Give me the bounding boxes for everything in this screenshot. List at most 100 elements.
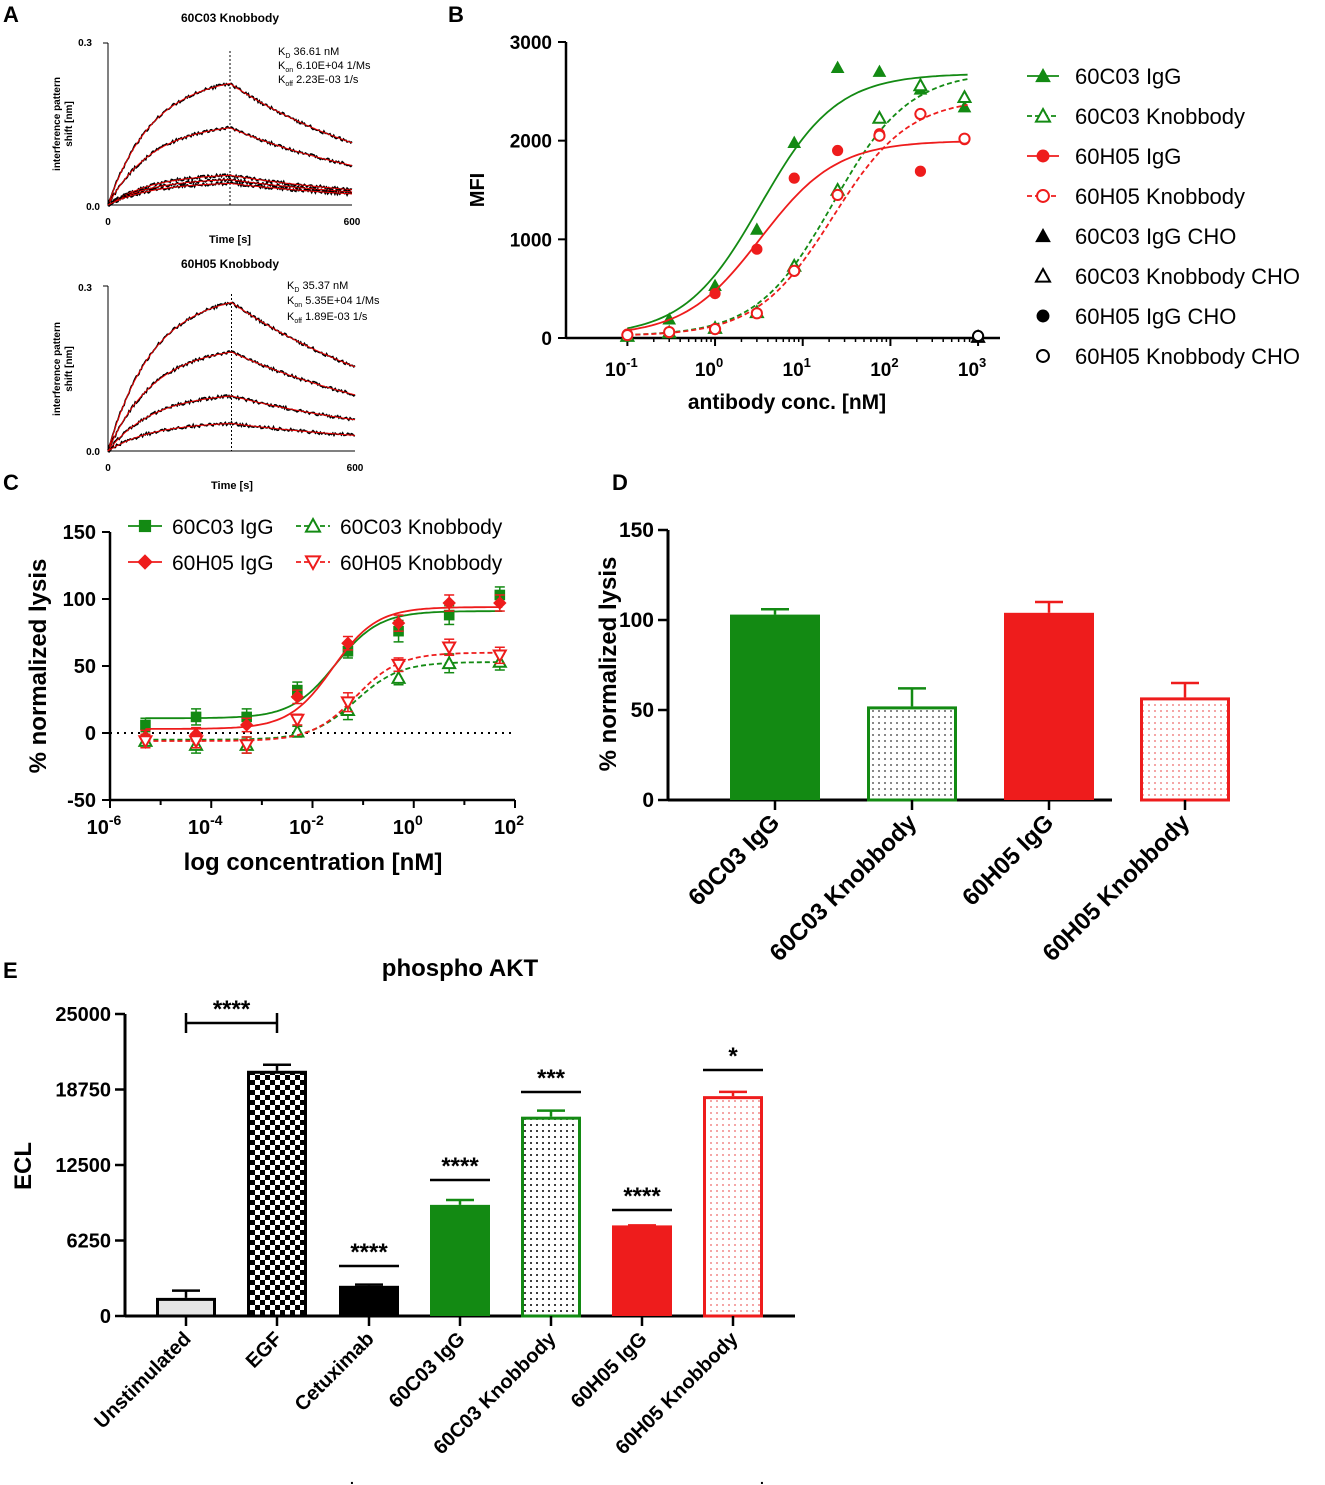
b-point: [914, 165, 927, 177]
b-point: [971, 329, 985, 343]
b-point: [873, 129, 886, 142]
e-ytick-label: 0: [100, 1306, 111, 1328]
a-fit-curve: [107, 174, 353, 206]
b-legend-label: 60H05 IgG CHO: [1075, 304, 1236, 329]
e-category-label: 60C03 IgG: [385, 1328, 470, 1413]
b-ytick-label: 2000: [510, 132, 552, 153]
a-fit-curve: [107, 179, 353, 206]
e-bar: [339, 1285, 399, 1316]
a2-xlabel: Time [s]: [211, 480, 253, 492]
a1-ytick-bottom: 0.0: [86, 202, 100, 213]
b-point: [914, 107, 927, 121]
a2-xtick-0: 0: [105, 463, 111, 474]
c-ytick-label: 100: [63, 589, 96, 611]
b-ylabel: MFI: [467, 173, 489, 207]
panel-b: MFI antibody conc. [nM] 60C03 IgG 60C03 K…: [467, 33, 1300, 414]
b-legend-label: 60C03 Knobbody: [1075, 104, 1245, 129]
c-legend-label: 60C03 Knobbody: [340, 516, 503, 539]
c-fit-curve: [145, 651, 503, 742]
b-point: [956, 89, 973, 104]
e-bar: [521, 1116, 581, 1318]
b-legend-label: 60H05 Knobbody: [1075, 184, 1245, 209]
d-category-label: 60H05 Knobbody: [1038, 809, 1196, 967]
panel-c: % normalized lysis log concentration [nM…: [25, 516, 524, 876]
a-fit-curve: [107, 395, 356, 452]
b-point: [830, 60, 845, 73]
b-legend-label: 60H05 IgG: [1075, 144, 1181, 169]
c-xtick-exponent: 0: [415, 812, 423, 828]
e-bar: [703, 1096, 763, 1318]
a-fit-curve: [107, 182, 352, 206]
c-xtick-exponent: 2: [516, 812, 524, 828]
b-legend-label: 60C03 IgG: [1075, 64, 1181, 89]
c-point: [137, 735, 154, 750]
a2-koff-value: 1.89E-03 1/s: [305, 311, 368, 323]
c-legend-marker: [137, 554, 153, 570]
b-legend-label: 60H05 Knobbody CHO: [1075, 344, 1300, 369]
c-point: [492, 649, 508, 664]
e-stray-mark-1: .: [350, 1471, 354, 1485]
c-point: [390, 658, 407, 673]
b-xtick-label: 100: [695, 355, 723, 381]
b-legend-marker: [1034, 106, 1052, 123]
a1-xtick-0: 0: [105, 217, 111, 228]
panel-label-e: E: [3, 958, 18, 983]
a1-title: 60C03 Knobbody: [181, 11, 279, 25]
b-xlabel: antibody conc. [nM]: [688, 391, 886, 414]
c-legend-label: 60C03 IgG: [172, 516, 274, 539]
e-title: phospho AKT: [382, 955, 539, 982]
c-fit-curve: [145, 610, 503, 720]
b-xtick-exponent: 3: [979, 355, 986, 370]
b-xtick-label: 103: [958, 355, 986, 381]
e-stray-mark-2: .: [760, 1471, 764, 1485]
b-point: [958, 132, 971, 145]
c-xlabel: log concentration [nM]: [184, 849, 443, 876]
d-bar: [867, 706, 957, 802]
c-point: [239, 718, 254, 732]
panel-a-bottom: 60H05 Knobbody 0.3 0.0 0 600 Time [s] in…: [52, 257, 380, 492]
c-legend-marker: [304, 555, 322, 572]
c-point: [493, 596, 507, 610]
b-xtick-exponent: -1: [626, 355, 638, 370]
b-point: [750, 307, 763, 320]
a1-xlabel: Time [s]: [209, 234, 251, 246]
a1-koff-value: 2.23E-03 1/s: [296, 74, 359, 86]
b-legend-marker: [1036, 149, 1050, 163]
a-fit-curve: [107, 82, 353, 206]
svg-text:KD 36.61 nM: KD 36.61 nM: [278, 46, 339, 60]
b-xtick-exponent: 1: [804, 355, 811, 370]
b-point: [788, 264, 801, 278]
svg-text:Kon 5.35E+04 1/Ms: Kon 5.35E+04 1/Ms: [287, 295, 380, 309]
panel-a-top: 60C03 Knobbody 0.3 0.0 0 600 Time [s] in…: [52, 11, 371, 246]
b-legend-marker: [1035, 67, 1051, 83]
svg-text:Koff 2.23E-03 1/s: Koff 2.23E-03 1/s: [278, 74, 359, 88]
b-point: [831, 188, 844, 202]
e-bar: [612, 1225, 672, 1316]
panel-d: % normalized lysis 0 50 100 150 60C03 IgG60C…: [595, 519, 1230, 967]
c-xtick-label: 10-6: [87, 812, 122, 839]
c-point: [390, 670, 407, 684]
c-xtick-exponent: -2: [311, 812, 324, 828]
b-point: [709, 288, 721, 300]
b-point: [750, 222, 764, 235]
e-bar: [247, 1070, 307, 1318]
c-point: [341, 636, 355, 650]
a2-kd-value: 35.37 nM: [302, 280, 348, 292]
d-ytick-label: 0: [642, 789, 654, 812]
d-category-label: 60C03 IgG: [683, 809, 785, 911]
e-significance-label: ****: [441, 1153, 479, 1180]
c-point: [238, 739, 255, 754]
a1-xtick-600: 600: [344, 217, 361, 228]
panel-e: phospho AKT ECL . . 0 6250 12500 18750 25000…: [10, 955, 795, 1485]
a-fit-curve: [107, 127, 353, 206]
a2-kinetics-annotation: KD 35.37 nM Kon 5.35E+04 1/Ms Koff 1.89E…: [287, 280, 380, 325]
c-legend-label: 60H05 IgG: [172, 552, 274, 575]
b-point: [787, 135, 802, 148]
a-fit-curve: [107, 301, 356, 452]
b-xtick-label: 101: [783, 355, 811, 381]
c-point: [190, 711, 202, 723]
svg-text:KD 35.37 nM: KD 35.37 nM: [287, 280, 348, 294]
b-point: [912, 77, 929, 92]
svg-text:Koff 1.89E-03 1/s: Koff 1.89E-03 1/s: [287, 311, 368, 325]
a2-ytick-top: 0.3: [78, 283, 92, 294]
